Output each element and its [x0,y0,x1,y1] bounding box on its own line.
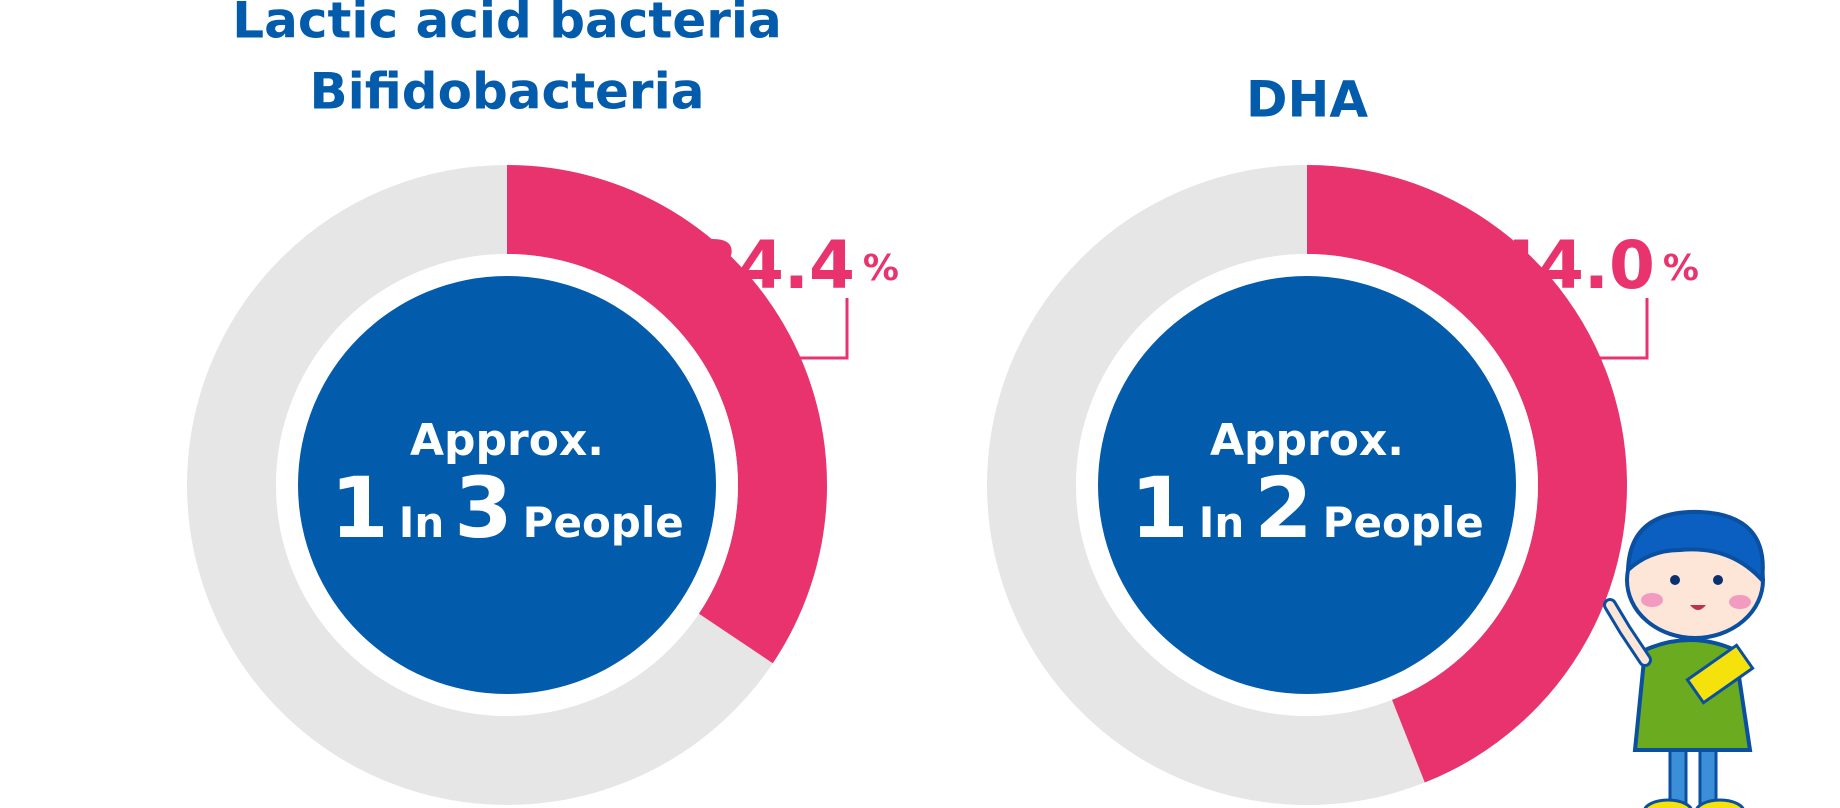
center-approx: Approx. [1210,415,1404,466]
character [1603,509,1765,808]
center-middle: In [1199,498,1245,547]
center-people: People [523,498,684,547]
center-middle: In [399,498,445,547]
value-number: 34.4 [692,227,855,304]
center-ratio: 1 In 3 People [330,459,684,557]
center-denominator: 2 [1254,459,1312,557]
center-numerator: 1 [1130,459,1188,557]
value-number: 44.0 [1492,227,1655,304]
value-label: 44.0% [1492,227,1699,304]
value-label: 34.4% [692,227,899,304]
center-numerator: 1 [330,459,388,557]
center-people: People [1323,498,1484,547]
donut-segment [1307,165,1628,783]
center-disc [1098,276,1516,694]
center-approx: Approx. [410,415,604,466]
donut-chart: Lactic acid bacteria Bifidobacteria 34.4 % A… [187,0,899,805]
value-unit: % [1663,248,1699,289]
center-denominator: 3 [454,459,512,557]
leader-line [770,298,849,360]
value-unit: % [863,248,899,289]
chart-title: Bifidobacteria [310,63,705,121]
center-disc [298,276,716,694]
leader-line [1570,298,1649,360]
chart-title: Lactic acid bacteria [232,0,782,50]
donut-segment [507,165,828,664]
center-ratio: 1 In 2 People [1130,459,1484,557]
chart-title: DHA [1246,71,1368,129]
